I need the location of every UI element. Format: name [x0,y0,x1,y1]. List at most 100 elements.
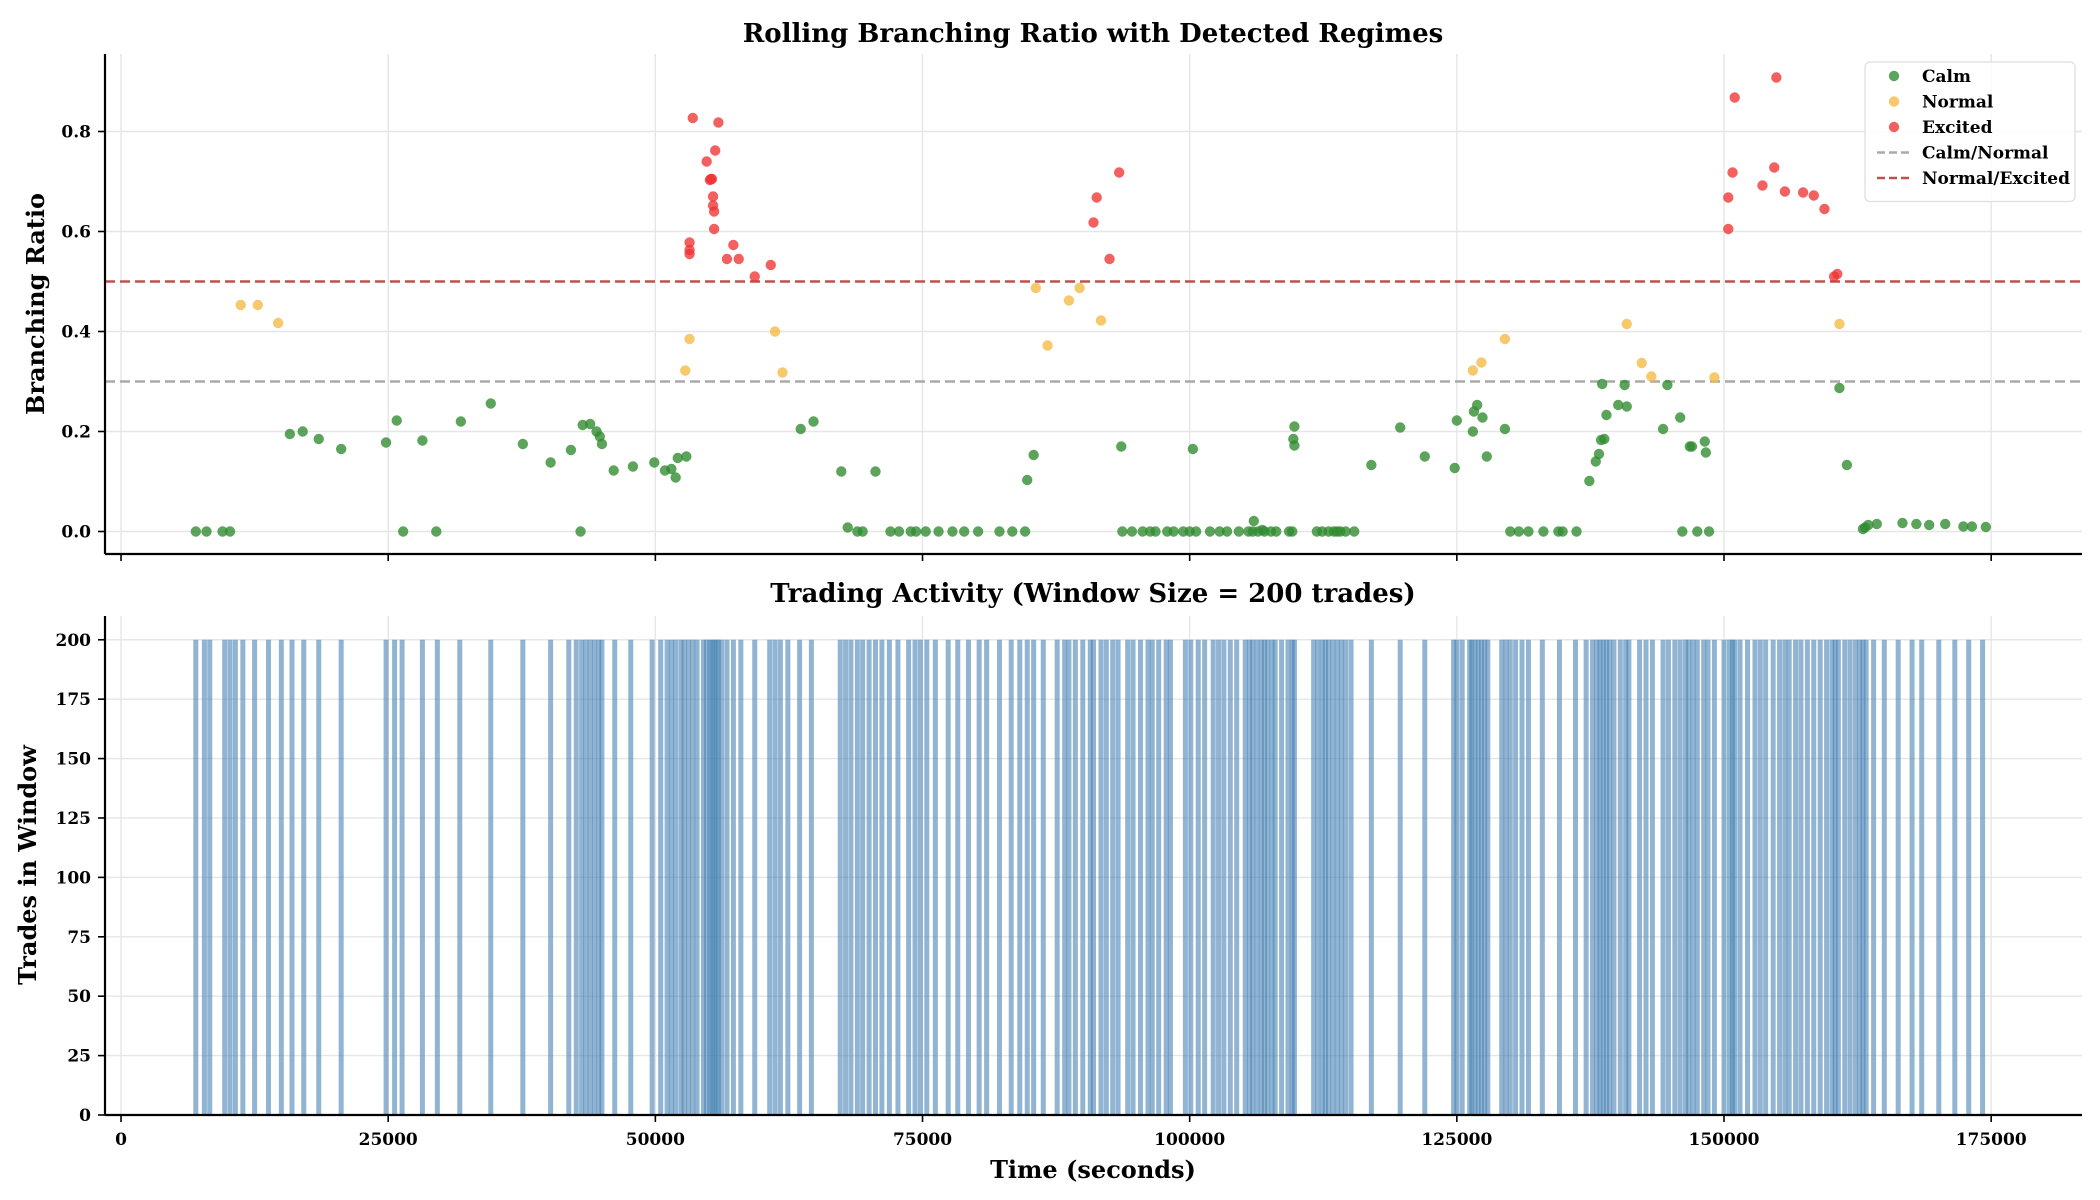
activity-bar [338,639,344,1115]
activity-bar [1167,639,1173,1115]
data-point [1911,518,1922,530]
data-point [391,415,402,426]
activity-bar [1485,639,1491,1115]
activity-bar [1786,639,1792,1115]
activity-bar [1829,639,1835,1115]
y-tick-label: 50 [67,987,91,1007]
data-point [1686,441,1698,452]
top-panel: Rolling Branching Ratio with Detected Re… [21,19,2082,561]
data-point [947,526,958,537]
data-point [728,239,739,251]
data-point [1476,357,1487,368]
activity-bar [1125,639,1131,1115]
activity-bar [767,639,773,1115]
activity-bar [1499,639,1505,1115]
data-point [1289,440,1300,451]
activity-bar [1860,639,1866,1115]
data-point [1897,517,1908,529]
activity-bar [1103,639,1109,1115]
data-point [1538,526,1549,537]
activity-bar [1469,639,1475,1115]
data-point [1513,526,1525,537]
data-point [1599,433,1610,445]
data-point [1596,378,1608,390]
data-point [1727,167,1738,178]
activity-bar [984,639,990,1115]
data-point [1769,162,1780,173]
data-point [224,526,236,537]
top-chart-title: Rolling Branching Ratio with Detected Re… [743,19,1444,49]
activity-bar [232,639,238,1115]
activity-bar [1258,639,1264,1115]
data-point [994,526,1005,537]
data-point [297,426,308,437]
y-tick-label: 25 [67,1047,91,1067]
top-y-axis-label: Branching Ratio [21,193,50,415]
data-point [272,317,284,329]
activity-bar [1279,639,1285,1115]
data-point [1248,515,1259,527]
activity-bar [785,639,791,1115]
activity-bar [1817,639,1823,1115]
activity-bar [1315,639,1321,1115]
activity-bar [1422,639,1428,1115]
activity-bar [1757,639,1763,1115]
activity-bar [996,639,1002,1115]
data-point [707,191,719,202]
activity-bar [895,639,901,1115]
y-tick-label: 0.0 [61,523,91,543]
data-point [417,435,428,446]
activity-bar [1824,639,1830,1115]
activity-bar [392,639,398,1115]
data-point [1980,521,1992,533]
activity-bar [1040,639,1046,1115]
activity-bar [955,639,961,1115]
activity-bar [1503,639,1509,1115]
y-tick-label: 0.6 [61,223,91,243]
data-point [380,437,392,448]
activity-bar [1195,639,1201,1115]
y-tick-label: 125 [56,809,92,829]
activity-bar [694,639,700,1115]
activity-bar [668,639,674,1115]
activity-bar [772,639,778,1115]
activity-bar [976,639,982,1115]
activity-bar [1617,639,1623,1115]
activity-bar [1451,639,1457,1115]
activity-bar [434,639,440,1115]
legend-label: Calm/Normal [1922,144,2049,164]
activity-bar [1080,639,1086,1115]
activity-bar [1348,639,1354,1115]
activity-bar [1847,639,1853,1115]
activity-bar [837,639,843,1115]
activity-bar [1031,639,1037,1115]
data-point [1022,474,1033,486]
activity-bar [1832,639,1838,1115]
activity-bar [1811,639,1817,1115]
activity-bar [1156,639,1162,1115]
x-tick-label: 25000 [359,1130,418,1150]
activity-bar [1017,639,1023,1115]
data-point [684,248,695,260]
legend-label: Excited [1922,118,1993,138]
data-point [893,526,905,537]
activity-bar [1221,639,1227,1115]
data-point [201,526,212,537]
data-point [1137,526,1148,537]
activity-bar [681,639,687,1115]
legend-label: Calm [1922,67,1971,87]
top-grid [105,54,2082,554]
activity-bar [886,639,892,1115]
data-point [933,526,944,537]
activity-bar [1690,639,1696,1115]
series-excited [684,72,1843,282]
activity-bar [1835,639,1841,1115]
activity-bar [596,639,602,1115]
activity-bar [1909,639,1915,1115]
data-point [1204,526,1216,537]
activity-bar [700,639,706,1115]
activity-bar [1611,639,1617,1115]
activity-bar [399,639,405,1115]
activity-bar [1770,639,1776,1115]
